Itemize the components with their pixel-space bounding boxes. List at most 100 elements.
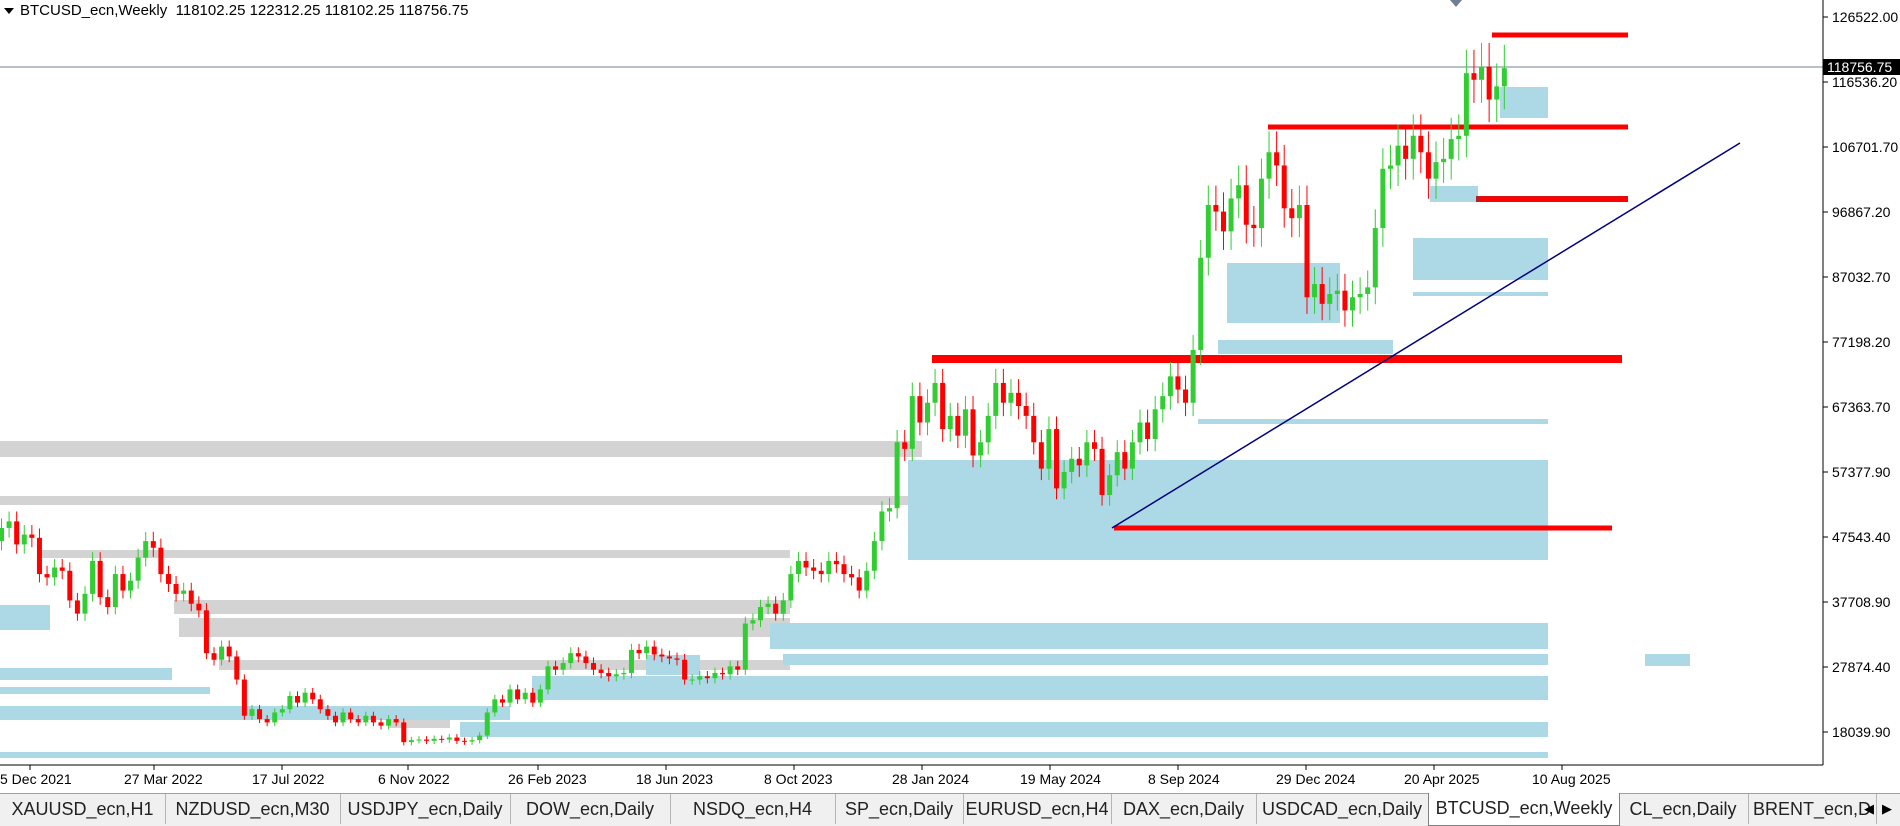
resistance-level-line[interactable] xyxy=(932,355,1622,363)
candle-body[interactable] xyxy=(1304,204,1310,298)
candle-body[interactable] xyxy=(1319,284,1325,304)
candle-body[interactable] xyxy=(1448,139,1454,159)
candle-body[interactable] xyxy=(340,712,346,723)
candle-body[interactable] xyxy=(393,719,399,723)
candle-body[interactable] xyxy=(765,603,771,608)
candle-body[interactable] xyxy=(1198,257,1204,350)
candle-body[interactable] xyxy=(120,574,126,591)
candle-body[interactable] xyxy=(932,382,938,403)
candle-body[interactable] xyxy=(1334,290,1340,294)
candle-body[interactable] xyxy=(264,719,270,723)
candle-body[interactable] xyxy=(1327,293,1333,304)
candle-body[interactable] xyxy=(1145,422,1151,439)
candle-body[interactable] xyxy=(909,396,915,449)
candle-body[interactable] xyxy=(1387,165,1393,169)
tab-usdjpy-ecn-daily[interactable]: USDJPY_ecn,Daily xyxy=(340,794,511,824)
candle-body[interactable] xyxy=(894,442,900,509)
candle-body[interactable] xyxy=(606,672,612,677)
candle-body[interactable] xyxy=(6,521,12,528)
candle-body[interactable] xyxy=(704,676,710,679)
candle-body[interactable] xyxy=(621,672,627,675)
candle-body[interactable] xyxy=(1410,135,1416,159)
trendline[interactable] xyxy=(1111,142,1741,529)
candle-body[interactable] xyxy=(583,656,589,664)
candle-body[interactable] xyxy=(158,547,164,575)
candle-body[interactable] xyxy=(1008,392,1014,403)
candle-body[interactable] xyxy=(659,654,665,657)
candle-body[interactable] xyxy=(788,574,794,601)
candle-body[interactable] xyxy=(1152,409,1158,439)
candle-body[interactable] xyxy=(1251,224,1257,229)
candle-body[interactable] xyxy=(1380,168,1386,229)
candle-body[interactable] xyxy=(332,715,338,723)
tab-usdcad-ecn-daily[interactable]: USDCAD_ecn,Daily xyxy=(1256,794,1429,824)
candle-body[interactable] xyxy=(773,603,779,614)
candle-body[interactable] xyxy=(36,537,42,575)
candle-body[interactable] xyxy=(1479,66,1485,80)
candle-body[interactable] xyxy=(1403,145,1409,159)
candle-body[interactable] xyxy=(52,567,58,578)
candle-body[interactable] xyxy=(416,739,422,741)
candle-body[interactable] xyxy=(1046,429,1052,469)
candle-body[interactable] xyxy=(636,649,642,654)
candle-body[interactable] xyxy=(257,709,263,720)
candle-body[interactable] xyxy=(962,409,968,436)
candle-body[interactable] xyxy=(811,567,817,571)
resistance-level-line[interactable] xyxy=(1492,32,1628,38)
candle-body[interactable] xyxy=(628,649,634,673)
candle-body[interactable] xyxy=(135,557,141,581)
candle-body[interactable] xyxy=(727,666,733,675)
candle-body[interactable] xyxy=(355,719,361,723)
candle-body[interactable] xyxy=(370,715,376,723)
candle-body[interactable] xyxy=(1441,158,1447,163)
tab-dax-ecn-daily[interactable]: DAX_ecn,Daily xyxy=(1111,794,1257,824)
candle-body[interactable] xyxy=(67,570,73,601)
candle-body[interactable] xyxy=(924,402,930,423)
candle-body[interactable] xyxy=(454,737,460,741)
candle-body[interactable] xyxy=(1023,406,1029,416)
candle-body[interactable] xyxy=(1054,429,1060,489)
candle-body[interactable] xyxy=(591,663,597,670)
candle-body[interactable] xyxy=(545,666,551,690)
candle-body[interactable] xyxy=(97,560,103,598)
candle-body[interactable] xyxy=(484,712,490,736)
candle-body[interactable] xyxy=(1228,198,1234,232)
candle-body[interactable] xyxy=(1395,145,1401,166)
candle-body[interactable] xyxy=(1137,422,1143,443)
candle-body[interactable] xyxy=(492,699,498,713)
candle-body[interactable] xyxy=(1266,152,1272,179)
candle-body[interactable] xyxy=(128,580,134,591)
candle-body[interactable] xyxy=(1296,204,1302,219)
candle-body[interactable] xyxy=(940,382,946,430)
tab-brent-ecn-d[interactable]: BRENT_ecn,D xyxy=(1748,794,1877,824)
candle-body[interactable] xyxy=(871,541,877,571)
candle-body[interactable] xyxy=(1289,208,1295,219)
candle-body[interactable] xyxy=(1312,284,1318,298)
candle-body[interactable] xyxy=(917,396,923,423)
candle-body[interactable] xyxy=(720,672,726,675)
candle-body[interactable] xyxy=(295,696,301,703)
candle-body[interactable] xyxy=(1129,442,1135,469)
candle-body[interactable] xyxy=(841,564,847,575)
candle-body[interactable] xyxy=(325,709,331,716)
candle-body[interactable] xyxy=(477,735,483,741)
candle-body[interactable] xyxy=(143,541,149,558)
candle-body[interactable] xyxy=(697,676,703,680)
tab-nsdq-ecn-h4[interactable]: NSDQ_ecn,H4 xyxy=(670,794,836,824)
candle-body[interactable] xyxy=(1038,442,1044,469)
candle-body[interactable] xyxy=(44,574,50,578)
candle-body[interactable] xyxy=(947,415,953,430)
candle-body[interactable] xyxy=(1486,66,1492,100)
candle-body[interactable] xyxy=(1016,392,1022,407)
candle-body[interactable] xyxy=(1069,458,1075,472)
candle-body[interactable] xyxy=(750,620,756,624)
candle-body[interactable] xyxy=(1000,382,1006,403)
candle-body[interactable] xyxy=(203,610,209,654)
tab-eurusd-ecn-h4[interactable]: EURUSD_ecn,H4 xyxy=(963,794,1112,824)
candle-body[interactable] xyxy=(226,646,232,657)
candle-body[interactable] xyxy=(378,722,384,726)
candle-body[interactable] xyxy=(29,534,35,538)
tab-nzdusd-ecn-m30[interactable]: NZDUSD_ecn,M30 xyxy=(165,794,341,824)
candle-body[interactable] xyxy=(461,740,467,742)
